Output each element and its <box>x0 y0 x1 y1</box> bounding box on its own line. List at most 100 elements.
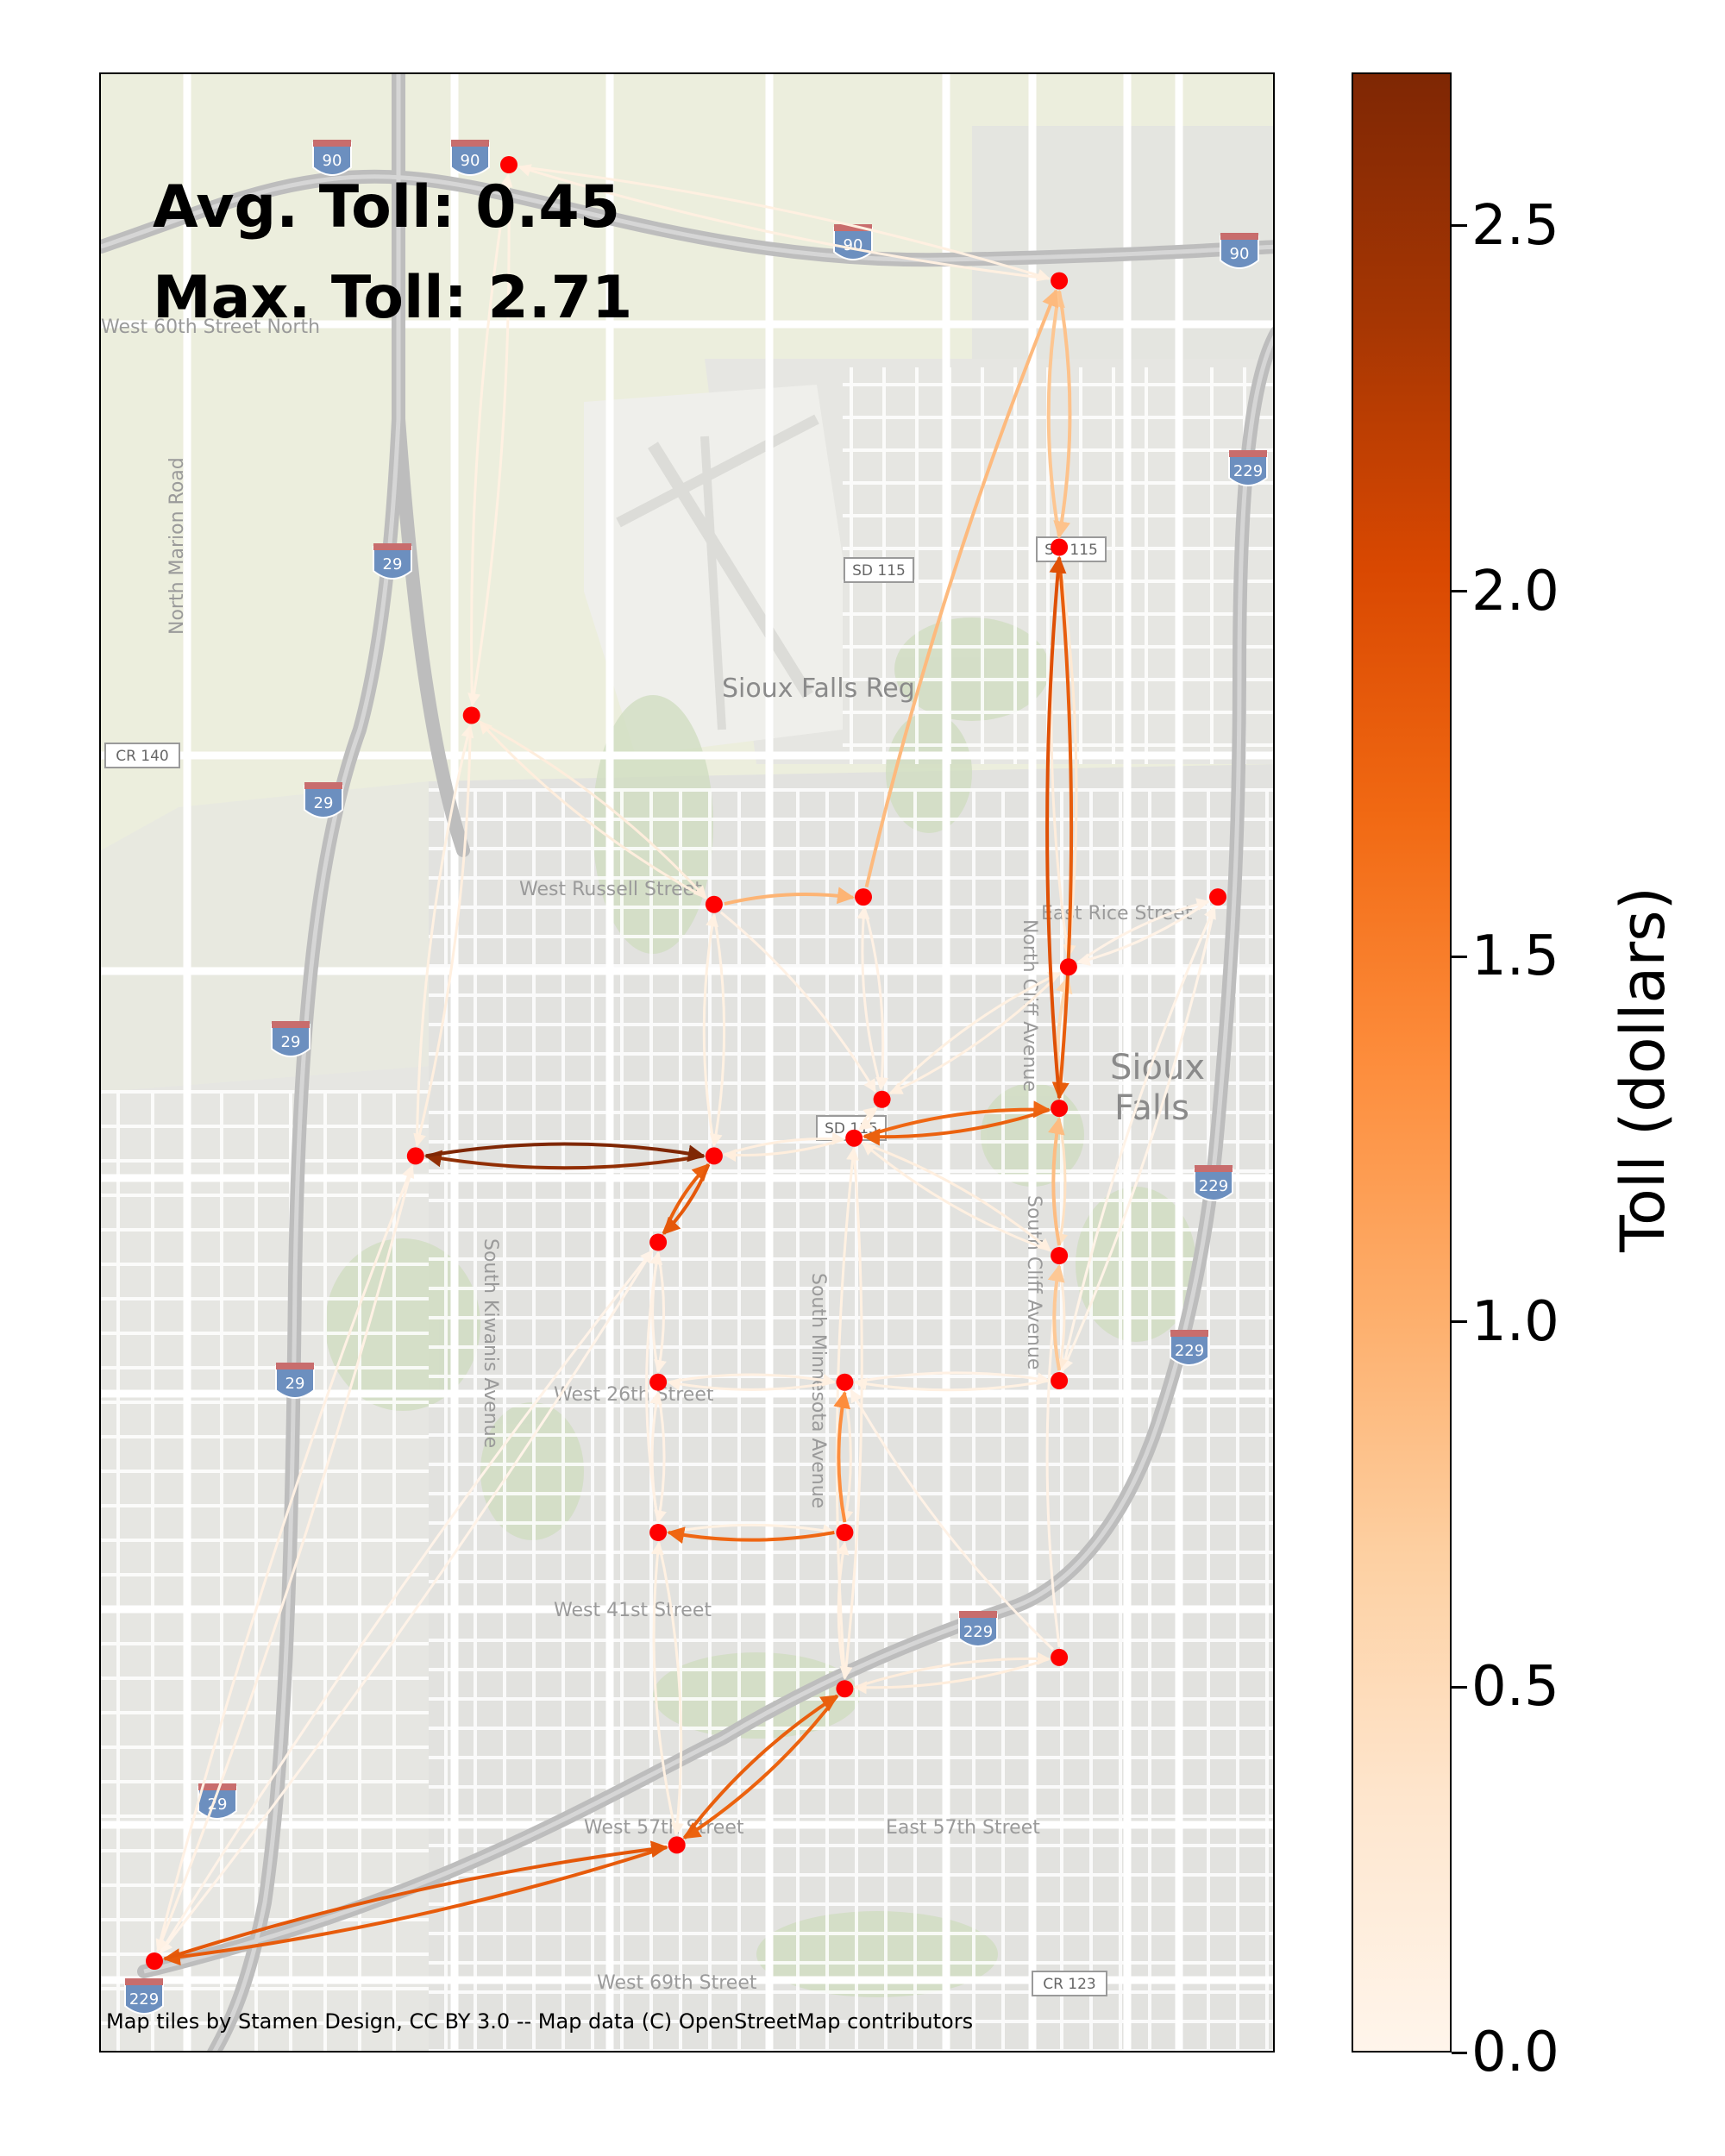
interstate-shield: 90 <box>1220 233 1259 269</box>
shield-label: 229 <box>129 1990 159 2009</box>
colorbar-tick-label: 1.0 <box>1471 1289 1559 1354</box>
airport-area <box>584 385 843 755</box>
county-shield: CR 123 <box>1032 1971 1107 1996</box>
network-link <box>518 164 1050 280</box>
network-link <box>724 1131 845 1156</box>
network-node <box>1051 1372 1069 1389</box>
network-node <box>1051 1648 1069 1666</box>
network-node <box>500 156 518 173</box>
interstate-shield: 29 <box>271 1021 310 1057</box>
network-node <box>1059 958 1077 976</box>
colorbar-tick <box>1452 955 1467 958</box>
interstate-shield: 229 <box>124 1978 164 2015</box>
colorbar-tick-label: 2.5 <box>1471 193 1559 258</box>
colorbar-tick-label: 0.5 <box>1471 1655 1559 1720</box>
place-labels: Sioux Falls Reg Sioux Falls <box>722 674 1205 1128</box>
shield-label: 90 <box>461 152 480 170</box>
network-link <box>662 1163 711 1235</box>
network-link <box>1047 1117 1065 1246</box>
colorbar-tick <box>1452 1320 1467 1324</box>
street-label: West 60th Street North <box>101 317 320 338</box>
colorbar-tick-label: 2.0 <box>1471 559 1559 624</box>
route-shields: 90 90 90 90 229 29 29 29 29 29 229 229 229 229 SD 115 S… <box>104 140 1268 2015</box>
colorbar-tick-label: 0.0 <box>1471 2021 1559 2084</box>
shield-label: CR 123 <box>1043 1976 1096 1993</box>
network-link <box>682 1694 839 1839</box>
network-node <box>836 1524 854 1541</box>
network-link <box>470 173 513 705</box>
interstate-shield: 90 <box>312 140 352 176</box>
network-node <box>649 1524 668 1541</box>
label-airport: Sioux Falls Reg <box>722 674 915 704</box>
colorbar-tick <box>1452 1685 1467 1689</box>
map-panel[interactable]: Sioux Falls Reg Sioux Falls West 60th St… <box>99 72 1275 2053</box>
network-node <box>649 1233 668 1251</box>
network-link <box>1076 898 1210 964</box>
shield-label: 90 <box>1230 245 1250 263</box>
network-link <box>853 1377 1050 1392</box>
street-label: South Cliff Avenue <box>1023 1195 1044 1369</box>
street-label: South Kiwanis Avenue <box>480 1238 501 1448</box>
county-shield: CR 140 <box>104 743 180 768</box>
network-link <box>425 1142 706 1163</box>
network-node <box>705 1147 723 1165</box>
network-link <box>1047 1264 1065 1371</box>
colorbar-tick <box>1452 2051 1467 2054</box>
colorbar-tick <box>1452 224 1467 228</box>
network-node <box>836 1680 854 1698</box>
shield-label: 90 <box>323 152 342 170</box>
network-link <box>854 1651 1051 1689</box>
label-falls: Falls <box>1114 1088 1189 1128</box>
avg-toll-text: Avg. Toll: 0.45 <box>153 173 621 241</box>
network-link <box>835 1147 860 1679</box>
network-link <box>836 1541 850 1679</box>
interstate-shield: 90 <box>450 140 490 176</box>
shield-label: 29 <box>314 794 334 812</box>
network-link <box>863 1100 1051 1138</box>
interstate-shield: 229 <box>1170 1330 1209 1366</box>
network-link <box>709 914 726 1147</box>
street-label: West 57th Street <box>584 1817 744 1839</box>
network-link <box>862 1108 1050 1146</box>
colorbar-title: Toll (dollars) <box>1608 887 1678 1252</box>
interstate-shield: 29 <box>373 543 412 580</box>
network-link <box>423 1150 705 1170</box>
network-link <box>156 1164 415 1952</box>
shield-label: 29 <box>383 555 403 573</box>
network-link <box>650 1541 678 1835</box>
shield-label: 229 <box>963 1623 993 1641</box>
state-shield: SD 115 <box>1036 536 1107 562</box>
major-roads <box>101 74 1273 2051</box>
shield-label: 29 <box>285 1375 305 1393</box>
network-node <box>1051 1100 1069 1118</box>
network-link <box>668 1373 836 1387</box>
network-link <box>649 1251 662 1372</box>
network-link <box>479 720 707 899</box>
network-node <box>705 895 723 913</box>
street-label: West 41st Street <box>554 1600 712 1621</box>
network-links <box>155 164 1216 1966</box>
network-link <box>654 1252 667 1374</box>
network-link <box>1045 555 1067 1099</box>
network-node <box>855 888 872 906</box>
network-link <box>862 1142 1051 1252</box>
network-link <box>682 1695 839 1839</box>
network-link <box>850 1388 1054 1651</box>
network-link <box>862 906 889 1091</box>
interstate-centerlines <box>101 74 1273 2051</box>
network-link <box>1053 291 1072 539</box>
interstate-shield: 29 <box>198 1783 237 1820</box>
map-attribution: Map tiles by Stamen Design, CC BY 3.0 --… <box>106 2009 974 2034</box>
interstate-shield: 229 <box>1228 450 1268 486</box>
network-node <box>1209 888 1226 906</box>
network-link <box>1061 906 1216 1372</box>
network-link <box>467 174 511 707</box>
network-link <box>1061 906 1216 1371</box>
network-node <box>1051 1247 1069 1264</box>
max-toll-text: Max. Toll: 2.71 <box>153 264 633 332</box>
network-link <box>667 1377 835 1391</box>
network-link <box>859 1106 878 1131</box>
basemap: Sioux Falls Reg Sioux Falls West 60th St… <box>101 74 1273 2051</box>
street-label: West Russell Street <box>519 879 702 900</box>
